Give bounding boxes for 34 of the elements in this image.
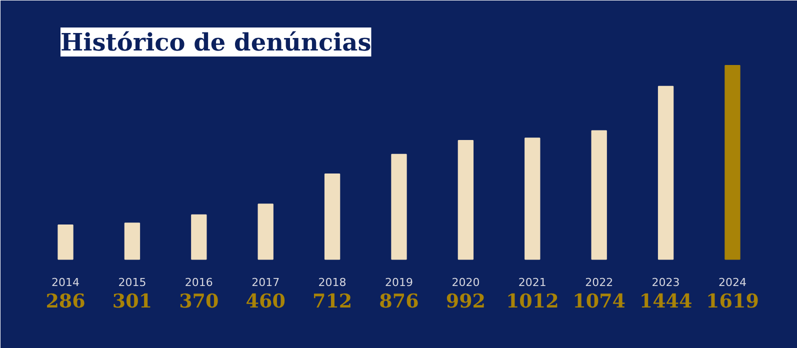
x-tick-label: 2018 xyxy=(318,276,346,289)
data-label: 1012 xyxy=(506,290,559,312)
x-tick-label: 2016 xyxy=(184,276,213,289)
data-label: 286 xyxy=(46,290,86,312)
data-label: 1074 xyxy=(572,290,626,312)
chart-title: Histórico de denúncias xyxy=(60,28,372,56)
x-tick-label: 2020 xyxy=(452,276,480,289)
bar xyxy=(458,140,474,260)
data-label: 1444 xyxy=(639,290,692,312)
x-tick-label: 2015 xyxy=(118,276,146,289)
x-tick-label: 2019 xyxy=(385,276,414,289)
x-tick-label: 2021 xyxy=(518,276,546,289)
bar xyxy=(658,86,674,260)
bar xyxy=(258,204,274,260)
bar xyxy=(391,154,407,260)
bar xyxy=(591,130,607,260)
x-tick-label: 2024 xyxy=(718,276,746,289)
bar xyxy=(124,222,140,260)
bar xyxy=(191,214,207,260)
bar xyxy=(724,64,740,260)
x-tick-label: 2014 xyxy=(52,276,80,289)
x-tick-label: 2017 xyxy=(252,276,280,289)
data-label: 1619 xyxy=(706,290,759,312)
data-label: 370 xyxy=(179,290,219,312)
data-label: 876 xyxy=(379,290,419,312)
data-label: 992 xyxy=(446,290,486,312)
bar xyxy=(524,138,540,260)
data-label: 301 xyxy=(112,290,152,312)
data-label: 460 xyxy=(246,290,286,312)
bar xyxy=(58,224,74,260)
x-tick-label: 2022 xyxy=(585,276,614,289)
x-tick-label: 2023 xyxy=(652,276,680,289)
bar xyxy=(324,174,340,260)
data-label: 712 xyxy=(312,290,352,312)
